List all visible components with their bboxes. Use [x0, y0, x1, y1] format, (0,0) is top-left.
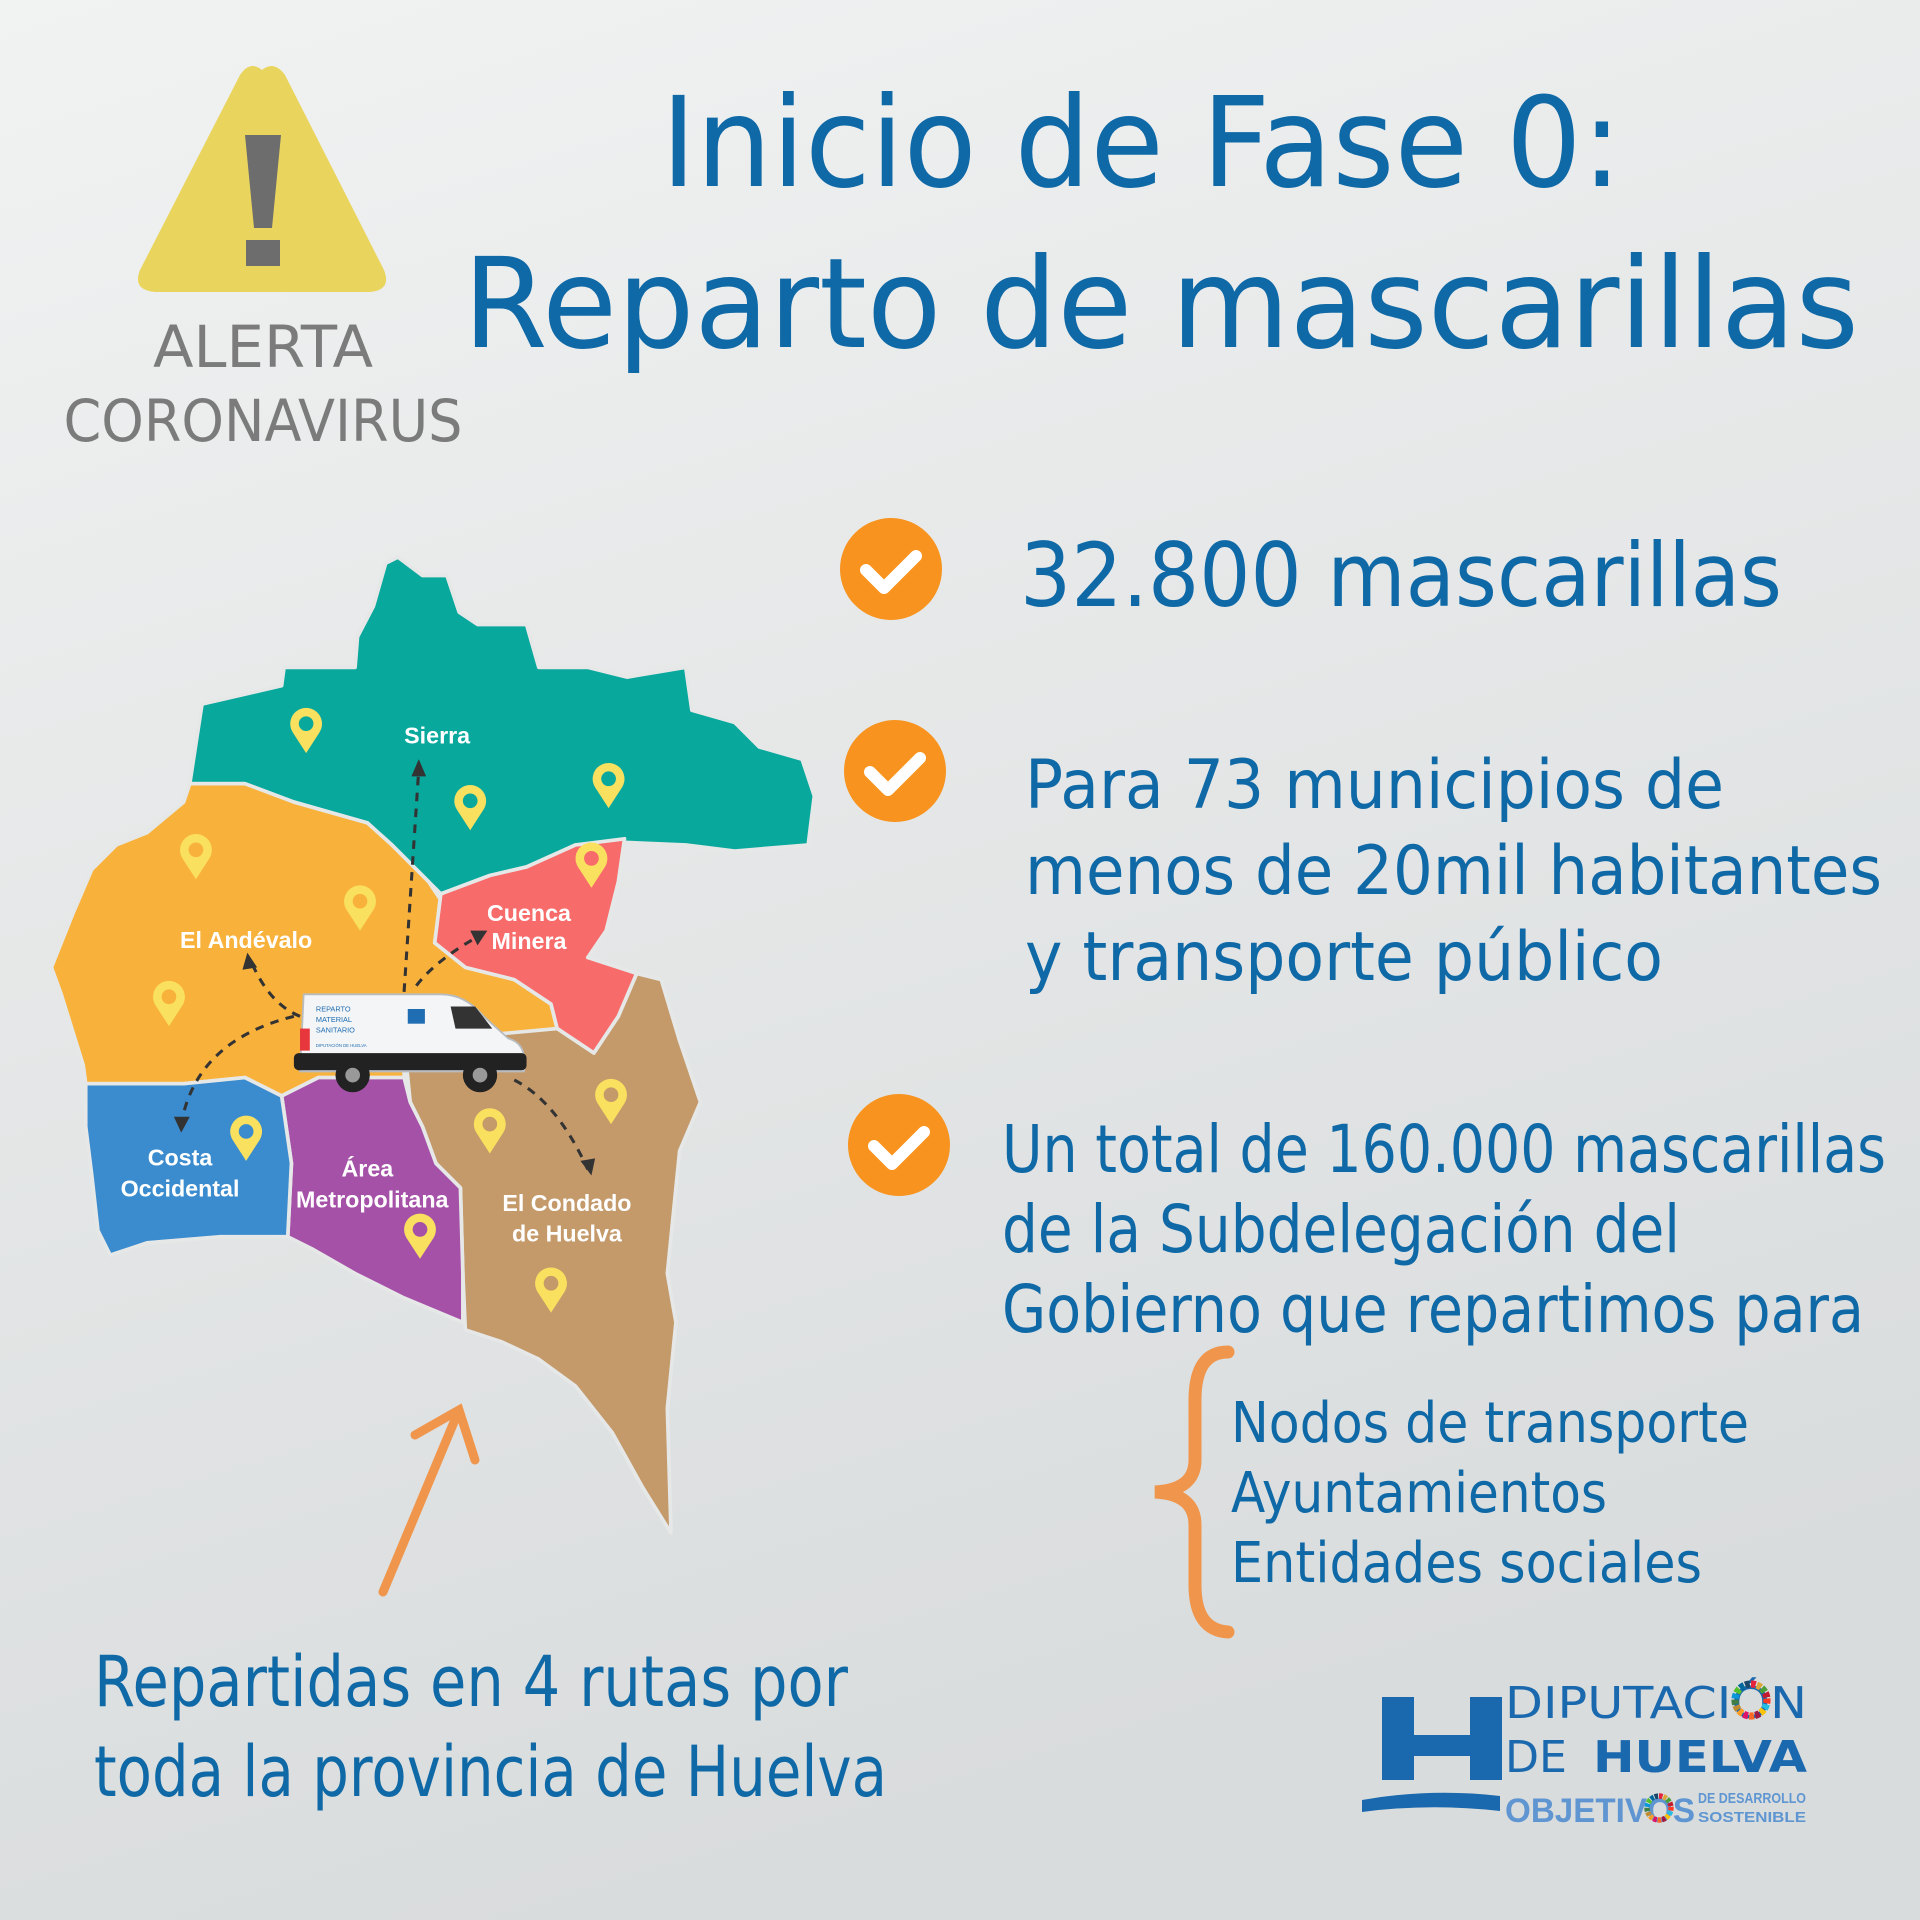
sdg-segment — [1737, 1682, 1746, 1691]
region-label: Sierra — [404, 722, 471, 748]
map-pin-icon — [344, 885, 376, 931]
sdg-segment — [1733, 1686, 1743, 1695]
map-pin-icon — [404, 1213, 436, 1259]
check-circle-icon — [844, 720, 946, 822]
van-text: DIPUTACIÓN DE HUELVA — [316, 1043, 367, 1048]
map-pin-icon — [595, 1078, 627, 1125]
logo-line-2b: HUELVA — [1593, 1732, 1807, 1783]
region-label: de Huelva — [512, 1221, 623, 1247]
sdg-segment — [1645, 1797, 1653, 1804]
sdg-wheel-icon — [1731, 1680, 1771, 1720]
sdg-segment — [1649, 1794, 1656, 1802]
sdg-segment — [1665, 1797, 1672, 1804]
alert-line-2: CORONAVIRUS — [64, 387, 463, 455]
arrow-heads — [173, 759, 596, 1176]
sdg-wheel-icon — [1644, 1793, 1674, 1823]
sdg-segment — [1743, 1680, 1751, 1689]
sdg-segment — [1731, 1699, 1740, 1706]
sdg-segment — [1754, 1710, 1762, 1719]
region-label: Cuenca — [487, 900, 572, 926]
destination-item: Nodos de transporte — [1231, 1391, 1749, 1456]
footer-line-1: Repartidas en 4 rutas por — [94, 1641, 848, 1723]
map-pin-icon — [575, 842, 608, 888]
point-3-line-1: Un total de 160.000 mascarillas — [1002, 1111, 1886, 1188]
logo-line-2a: DE — [1505, 1732, 1567, 1783]
route-arrows — [179, 768, 590, 1171]
region-label: Área — [341, 1155, 394, 1182]
sdg-segment — [1758, 1707, 1767, 1716]
point-2-line-3: y transporte público — [1025, 918, 1663, 997]
page-title-line-1: Inicio de Fase 0: — [661, 71, 1622, 216]
point-3-line-3: Gobierno que repartimos para — [1002, 1271, 1864, 1348]
sdg-segment — [1664, 1813, 1671, 1820]
sdg-segment — [1761, 1703, 1770, 1711]
diputacion-huelva-logo: DIPUTACIÓN DE HUELVA OBJETIVOS DE DESARR… — [1362, 1676, 1807, 1830]
province-map: REPARTO MATERIAL SANITARIO DIPUTACIÓN DE… — [49, 555, 817, 1535]
point-1-text: 32.800 mascarillas — [1020, 524, 1782, 627]
point-3-line-2: de la Subdelegación del — [1002, 1191, 1680, 1268]
region-area-metropolitana — [279, 1075, 465, 1325]
alert-line-1: ALERTA — [153, 313, 373, 381]
sdg-segment — [1750, 1680, 1757, 1689]
check-circle-icon — [848, 1094, 950, 1196]
sdg-segment — [1741, 1710, 1749, 1720]
sdg-segment — [1667, 1801, 1674, 1807]
page-title-line-2: Reparto de mascarillas — [463, 232, 1859, 377]
map-pin-icon — [454, 784, 487, 831]
destination-item: Ayuntamientos — [1231, 1461, 1607, 1526]
sdg-segment — [1652, 1816, 1658, 1823]
map-pin-icon — [592, 762, 625, 809]
warning-triangle-icon — [137, 66, 387, 292]
logo-line-1: DIPUTACIÓN — [1505, 1676, 1807, 1729]
sdg-segment — [1653, 1793, 1659, 1800]
region-label: El Condado — [502, 1190, 631, 1216]
map-pin-icon — [290, 707, 323, 754]
logo-line-3b: SOSTENIBLE — [1698, 1809, 1806, 1826]
point-2-line-2: menos de 20mil habitantes — [1025, 832, 1882, 911]
sdg-segment — [1661, 1815, 1667, 1823]
point-2-line-1: Para 73 municipios de — [1025, 746, 1724, 825]
sdg-segment — [1736, 1708, 1745, 1717]
map-pin-icon — [153, 980, 185, 1027]
sdg-segment — [1732, 1704, 1742, 1712]
region-label: Minera — [492, 928, 568, 954]
brace-icon — [1154, 1345, 1235, 1639]
map-pin-icon — [180, 833, 212, 880]
map-pin-icon — [473, 1108, 506, 1154]
sdg-segment — [1755, 1681, 1764, 1691]
sdg-segment — [1666, 1810, 1674, 1816]
van-text: MATERIAL — [316, 1015, 352, 1024]
footer-line-2: toda la provincia de Huelva — [94, 1731, 887, 1813]
destination-item: Entidades sociales — [1231, 1531, 1702, 1596]
sdg-segment — [1644, 1802, 1651, 1808]
van-text: REPARTO — [316, 1004, 351, 1013]
delivery-van: REPARTO MATERIAL SANITARIO DIPUTACIÓN DE… — [293, 993, 527, 1093]
map-pin-icon — [535, 1267, 567, 1313]
region-label: Costa — [148, 1145, 214, 1171]
sdg-segment — [1662, 1794, 1669, 1801]
region-label: Occidental — [121, 1175, 240, 1201]
check-circle-icon — [840, 518, 942, 620]
sdg-segment — [1658, 1793, 1664, 1800]
pointer-arrow-icon — [378, 1403, 480, 1597]
pins — [153, 707, 627, 1313]
sdg-segment — [1645, 1811, 1652, 1817]
region-label: El Andévalo — [180, 927, 312, 953]
map-pin-icon — [230, 1115, 263, 1161]
sdg-segment — [1762, 1691, 1771, 1699]
logo-line-3a: DE DESARROLLO — [1698, 1790, 1806, 1807]
sdg-segment — [1647, 1814, 1655, 1821]
region-label: Metropolitana — [296, 1186, 449, 1212]
van-text: SANITARIO — [316, 1025, 355, 1034]
sdg-segment — [1731, 1692, 1740, 1699]
sdg-segment — [1759, 1685, 1768, 1694]
